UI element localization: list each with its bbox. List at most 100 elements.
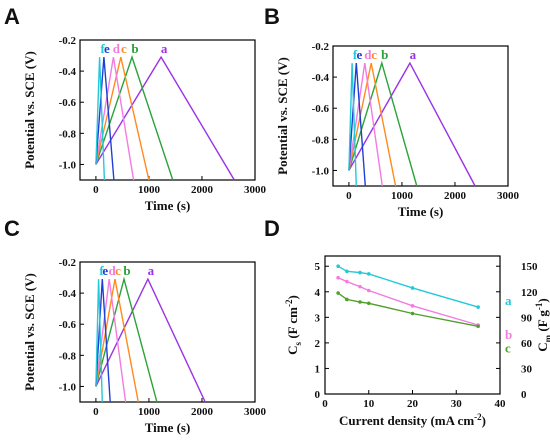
curve-label-a: a <box>148 263 155 278</box>
gcd-curve-c <box>95 278 139 403</box>
y-axis-title: Potential vs. SCE (V) <box>275 57 290 175</box>
gcd-curve-c <box>95 56 150 181</box>
data-point-b <box>410 304 415 308</box>
data-point-a <box>476 305 480 309</box>
gcd-curve-e <box>95 279 111 403</box>
x-axis-title: Current density (mA cm-2) <box>339 412 486 428</box>
curve-label-b: b <box>131 41 138 56</box>
data-point-c <box>410 311 415 316</box>
y-tick-label: -0.8 <box>312 134 330 146</box>
y-tick-label: -0.4 <box>59 288 77 300</box>
y-tick-label: -1.0 <box>59 381 77 393</box>
curve-label-a: a <box>410 47 417 62</box>
chart-panel-d: 0 10 20 30 40 0 1 2 3 4 5 0 30 60 90 120 150 Current dens… <box>284 255 550 428</box>
gcd-curve-b <box>95 276 158 403</box>
x-tick-label: 40 <box>495 398 507 410</box>
y-left-tick-label: 2 <box>315 338 321 350</box>
plot-frame <box>79 261 256 403</box>
x-tick-label: 0 <box>93 406 99 418</box>
y-right-tick-label: 150 <box>521 261 538 273</box>
x-axis-title: Time (s) <box>398 204 444 219</box>
chart-panel-a: 0 1000 2000 3000 -0.2 -0.4 -0.6 -0.8 -1.0 Time (s… <box>22 35 267 213</box>
data-point-b <box>345 279 349 284</box>
curve-label-c: c <box>371 47 377 62</box>
y-tick-label: -0.6 <box>312 103 330 115</box>
data-point-a <box>366 272 371 276</box>
series-label-a: a <box>505 293 512 308</box>
x-tick-label: 1000 <box>391 190 414 202</box>
data-point-a <box>345 269 349 274</box>
y-tick-label: -1.0 <box>312 165 330 177</box>
y-tick-label: -0.8 <box>59 128 77 140</box>
x-tick-label: 10 <box>363 398 375 410</box>
data-point-a <box>410 286 415 290</box>
y-tick-label: -0.8 <box>59 350 77 362</box>
x-tick-label: 20 <box>407 398 419 410</box>
curve-label-e: e <box>104 41 110 56</box>
plot-frame <box>79 39 256 181</box>
data-point-c <box>358 300 362 304</box>
curve-label-e: e <box>356 47 362 62</box>
series-line-c <box>337 292 479 327</box>
y-right-tick-label: 30 <box>521 363 533 375</box>
y-axis-title: Potential vs. SCE (V) <box>22 51 37 169</box>
gcd-curve-c <box>348 62 397 187</box>
curve-label-d: d <box>109 263 117 278</box>
gcd-curve-a <box>95 277 206 403</box>
y-axis-title: Potential vs. SCE (V) <box>22 273 37 391</box>
curve-label-f: f <box>100 41 105 56</box>
x-tick-label: 0 <box>322 398 328 410</box>
panel-letter-b: B <box>264 4 280 29</box>
curve-label-b: b <box>381 47 388 62</box>
curve-label-d: d <box>364 47 372 62</box>
y-left-tick-label: 1 <box>315 363 321 375</box>
y-right-tick-label: 90 <box>521 312 533 324</box>
data-point-c <box>345 297 349 302</box>
data-point-b <box>336 275 340 280</box>
x-axis-title: Time (s) <box>145 198 191 213</box>
gcd-curve-f <box>95 279 103 403</box>
x-tick-label: 2000 <box>191 184 214 196</box>
chart-panel-b: 0 1000 2000 3000 -0.2 -0.4 -0.6 -0.8 -1.0 Time (s… <box>275 41 520 219</box>
y-right-tick-label: 60 <box>521 338 533 350</box>
panel-letter-d: D <box>264 216 280 241</box>
x-axis-title: Time (s) <box>145 420 191 435</box>
y-tick-label: -0.2 <box>59 257 77 269</box>
y-left-tick-label: 3 <box>315 312 321 324</box>
y-tick-label: -0.6 <box>59 97 77 109</box>
data-point-b <box>358 284 362 289</box>
x-tick-label: 1000 <box>138 406 161 418</box>
x-tick-label: 1000 <box>138 184 161 196</box>
panel-letter-a: A <box>4 4 20 29</box>
x-tick-label: 3000 <box>497 190 520 202</box>
data-point-c <box>476 324 480 329</box>
gcd-curve-e <box>95 57 115 181</box>
series-label-c: c <box>505 340 511 355</box>
x-tick-label: 3000 <box>244 184 267 196</box>
y-tick-label: -0.4 <box>312 72 330 84</box>
x-tick-label: 0 <box>346 190 352 202</box>
y-right-tick-label: 120 <box>521 287 538 299</box>
x-tick-label: 2000 <box>191 406 214 418</box>
data-point-a <box>358 270 362 275</box>
gcd-curve-a <box>348 61 476 187</box>
data-point-a <box>336 264 340 269</box>
y-tick-label: -0.6 <box>59 319 77 331</box>
y-tick-label: -0.2 <box>59 35 77 47</box>
y-left-tick-label: 0 <box>315 389 321 401</box>
y-tick-label: -0.4 <box>59 66 77 78</box>
gcd-curve-f <box>95 57 106 181</box>
y-left-axis-title: Cs (F cm-2) <box>284 295 303 355</box>
x-tick-label: 3000 <box>244 406 267 418</box>
gcd-curve-b <box>348 60 418 187</box>
plot-frame <box>332 45 509 187</box>
y-right-axis-title: Cm (F g-1) <box>534 298 550 352</box>
curve-label-f: f <box>99 263 104 278</box>
y-tick-label: -0.2 <box>312 41 330 53</box>
curve-label-a: a <box>161 41 168 56</box>
data-point-c <box>366 301 371 306</box>
curve-label-d: d <box>113 41 121 56</box>
x-tick-label: 30 <box>451 398 463 410</box>
series-label-b: b <box>505 327 512 342</box>
